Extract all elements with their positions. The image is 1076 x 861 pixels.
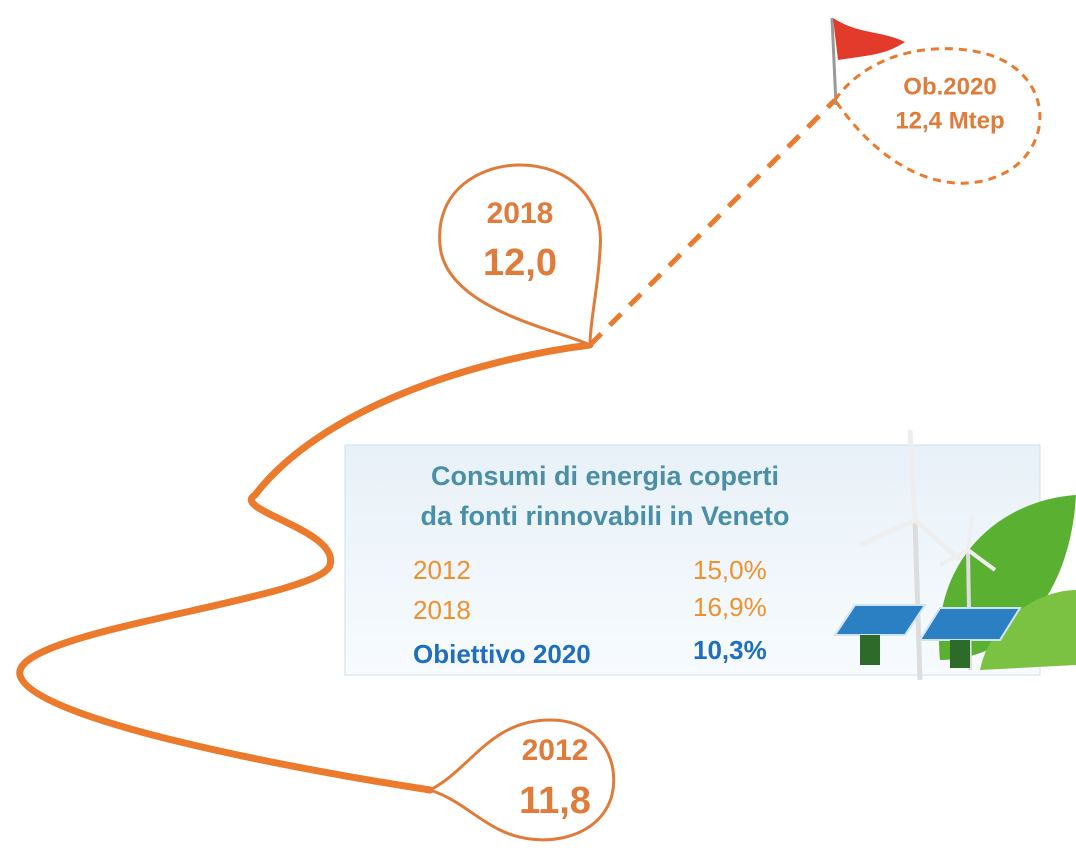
goal-value: 12,4 Mtep — [895, 107, 1004, 134]
box-title: Consumi di energia coperti — [431, 461, 779, 491]
row-value: 10,3% — [693, 635, 767, 665]
milestone-year: 2018 — [487, 197, 554, 230]
infographic: Ob.2020 12,4 Mtep 2018 12,0 2012 11,8 Co… — [0, 0, 1076, 861]
milestone-year: 2012 — [522, 734, 589, 767]
milestone-value: 11,8 — [519, 780, 591, 822]
milestone-value: 12,0 — [483, 242, 557, 284]
row-value: 15,0% — [693, 555, 767, 585]
dashed-path — [590, 100, 835, 345]
goal-label: Ob.2020 — [903, 73, 996, 100]
row-value: 16,9% — [693, 592, 767, 622]
box-title: da fonti rinnovabili in Veneto — [420, 501, 789, 531]
row-label: 2012 — [413, 555, 471, 585]
row-label: Obiettivo 2020 — [413, 639, 591, 669]
row-label: 2018 — [413, 595, 471, 625]
flag — [833, 18, 905, 60]
